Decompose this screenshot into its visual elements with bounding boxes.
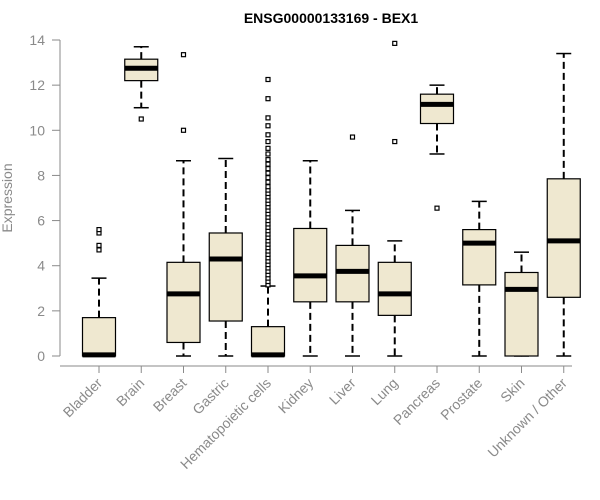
- outlier-point: [265, 151, 271, 157]
- outlier-point: [96, 242, 102, 248]
- outlier-point: [434, 205, 440, 211]
- box-group: [81, 227, 117, 358]
- box-iqr: [462, 229, 497, 286]
- box-group: [250, 76, 286, 358]
- box-group: [208, 157, 243, 357]
- outlier-point: [392, 138, 398, 145]
- x-tick-label: Unknown / Other: [484, 375, 570, 461]
- outlier-point: [392, 40, 398, 46]
- y-tick-label: 2: [37, 303, 45, 319]
- x-tick-label: Lung: [368, 375, 401, 408]
- box-iqr: [419, 93, 455, 125]
- box-group: [377, 40, 412, 357]
- box-iqr: [250, 326, 286, 357]
- box-group: [504, 251, 539, 357]
- outlier-point: [265, 123, 271, 129]
- outlier-point: [265, 170, 271, 176]
- outlier-point: [96, 227, 102, 233]
- x-tick-label: Breast: [150, 375, 190, 415]
- boxes: [81, 40, 581, 358]
- box-iqr: [81, 317, 117, 357]
- outlier-point: [265, 175, 271, 181]
- outlier-point: [138, 116, 144, 122]
- box-iqr: [377, 261, 412, 316]
- box-group: [335, 134, 370, 357]
- y-tick-label: 4: [37, 258, 45, 274]
- y-tick-label: 8: [37, 167, 45, 183]
- outlier-point: [180, 127, 187, 133]
- box-group: [124, 46, 159, 122]
- y-tick-label: 6: [37, 213, 45, 229]
- outlier-point: [349, 134, 356, 140]
- box-iqr: [546, 178, 581, 298]
- outlier-point: [265, 115, 271, 121]
- y-axis-label: Expression: [0, 163, 15, 232]
- box-iqr: [504, 271, 539, 357]
- outlier-point: [265, 166, 271, 172]
- outlier-point: [265, 132, 271, 138]
- outlier-point: [180, 52, 187, 58]
- y-tick-label: 10: [29, 122, 45, 138]
- box-iqr: [166, 261, 201, 344]
- y-ticks: 0 2 4 6 8 10 12 14: [29, 32, 60, 364]
- outlier-point: [265, 157, 271, 163]
- outlier-point: [96, 247, 102, 253]
- x-tick-label: Pancreas: [390, 375, 443, 428]
- chart-title: ENSG00000133169 - BEX1: [244, 10, 419, 26]
- x-tick-label: Liver: [326, 375, 359, 408]
- box-group: [419, 84, 455, 211]
- outlier-point: [265, 145, 271, 151]
- box-group: [293, 160, 328, 357]
- y-tick-label: 12: [29, 77, 45, 93]
- x-tick-label: Prostate: [437, 375, 485, 423]
- box-group: [462, 200, 497, 357]
- box-group: [166, 52, 201, 357]
- x-tick-label: Kidney: [275, 375, 317, 417]
- x-tick-label: Skin: [497, 375, 528, 406]
- box-iqr: [208, 232, 243, 322]
- outlier-point: [265, 184, 271, 190]
- outlier-point: [265, 96, 271, 102]
- outlier-point: [265, 76, 271, 83]
- y-tick-label: 0: [37, 348, 45, 364]
- box-iqr: [293, 227, 328, 303]
- box-group: [546, 52, 581, 357]
- outlier-point: [265, 138, 271, 145]
- outlier-point: [265, 161, 271, 167]
- x-tick-label: Bladder: [60, 375, 106, 421]
- y-tick-label: 14: [29, 32, 45, 48]
- outlier-point: [265, 179, 271, 185]
- x-tick-label: Brain: [113, 375, 147, 409]
